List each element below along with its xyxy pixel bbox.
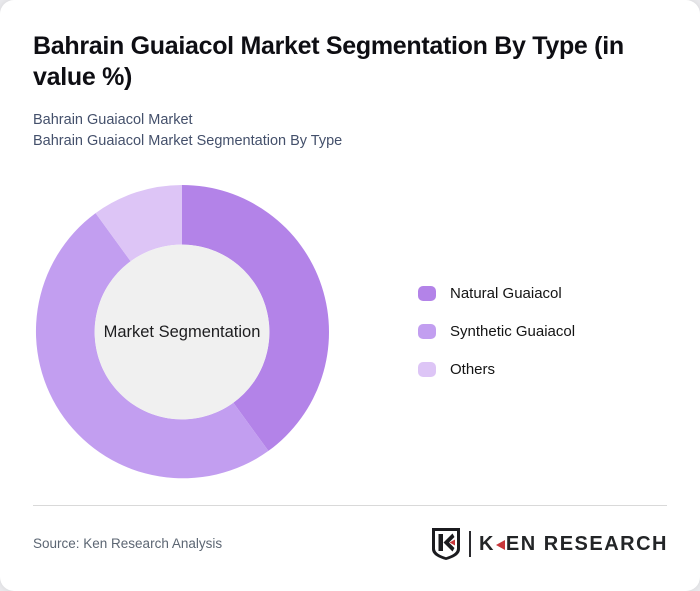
donut-segment-others[interactable] bbox=[95, 184, 182, 262]
legend-item-others[interactable]: Others bbox=[418, 357, 575, 382]
subtitle-line-2: Bahrain Guaiacol Market Segmentation By … bbox=[33, 133, 343, 149]
legend-swatch-natural-guaiacol bbox=[418, 286, 436, 301]
chart-subtitle: Bahrain Guaiacol Market Bahrain Guaiacol… bbox=[33, 110, 342, 152]
logo-text-rest: EN RESEARCH bbox=[505, 532, 668, 555]
logo-divider bbox=[468, 531, 471, 557]
legend-item-synthetic-guaiacol[interactable]: Synthetic Guaiacol bbox=[418, 319, 575, 344]
legend-label: Natural Guaiacol bbox=[450, 285, 562, 302]
donut-segment-synthetic-guaiacol[interactable] bbox=[35, 213, 269, 479]
legend-item-natural-guaiacol[interactable]: Natural Guaiacol bbox=[418, 281, 575, 306]
source-note: Source: Ken Research Analysis bbox=[33, 536, 223, 551]
ken-research-logo: K EN RESEARCH bbox=[430, 527, 668, 561]
subtitle-line-1: Bahrain Guaiacol Market bbox=[33, 112, 193, 128]
legend-swatch-others bbox=[418, 362, 436, 377]
donut-svg bbox=[35, 184, 330, 479]
footer-divider bbox=[33, 505, 667, 506]
chart-legend: Natural Guaiacol Synthetic Guaiacol Othe… bbox=[418, 281, 575, 382]
legend-swatch-synthetic-guaiacol bbox=[418, 324, 436, 339]
legend-label: Others bbox=[450, 361, 496, 378]
donut-center-hole bbox=[94, 244, 270, 420]
logo-text-k: K bbox=[478, 532, 495, 555]
donut-segment-natural-guaiacol[interactable] bbox=[182, 184, 330, 451]
chart-title: Bahrain Guaiacol Market Segmentation By … bbox=[33, 32, 624, 91]
legend-label: Synthetic Guaiacol bbox=[450, 323, 576, 340]
logo-wordmark: K EN RESEARCH bbox=[479, 533, 668, 556]
logo-red-triangle-icon bbox=[495, 540, 505, 550]
ken-research-shield-icon bbox=[431, 528, 460, 560]
donut-chart: Market Segmentation bbox=[33, 183, 331, 481]
